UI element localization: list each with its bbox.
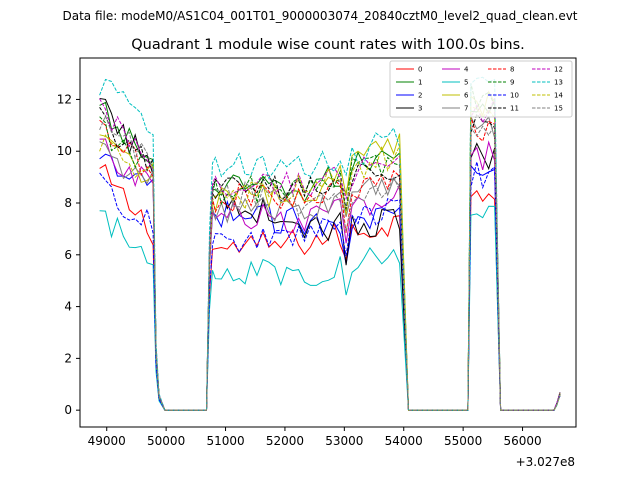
series-line-12 [99, 98, 561, 411]
series-line-14 [99, 106, 561, 411]
x-tick-label: 53000 [325, 434, 363, 448]
suptitle: Data file: modeM0/AS1C04_001T01_90000030… [62, 9, 577, 23]
y-tick-label: 2 [64, 351, 72, 365]
legend-label-11: 11 [510, 105, 519, 113]
plot-lines [99, 76, 561, 411]
legend-box [389, 60, 573, 118]
legend-label-2: 2 [418, 92, 422, 100]
legend-label-7: 7 [464, 105, 468, 113]
y-tick-label: 4 [64, 300, 72, 314]
y-tick-label: 10 [57, 144, 72, 158]
legend-label-9: 9 [510, 79, 514, 87]
series-line-6 [99, 90, 561, 411]
x-tick-label: 55000 [444, 434, 482, 448]
series-line-0 [99, 164, 561, 411]
legend-label-13: 13 [554, 79, 563, 87]
x-tick-label: 56000 [503, 434, 541, 448]
x-tick-label: 51000 [206, 434, 244, 448]
series-line-15 [99, 114, 561, 411]
legend-label-5: 5 [464, 79, 468, 87]
x-tick-label: 52000 [266, 434, 304, 448]
legend-label-3: 3 [418, 105, 422, 113]
legend-label-10: 10 [510, 92, 519, 100]
legend-label-15: 15 [554, 105, 563, 113]
legend-label-14: 14 [554, 92, 563, 100]
legend-label-4: 4 [464, 66, 469, 74]
series-line-13 [99, 76, 561, 411]
series-line-9 [99, 83, 561, 411]
legend-label-8: 8 [510, 66, 514, 74]
chart-title: Quadrant 1 module wise count rates with … [131, 37, 525, 53]
legend-label-1: 1 [418, 79, 422, 87]
legend-label-12: 12 [554, 66, 563, 74]
legend-label-0: 0 [418, 66, 422, 74]
y-axis-ticks: 0 2 4 6 8 10 12 [57, 92, 80, 417]
x-tick-label: 54000 [385, 434, 423, 448]
series-line-2 [99, 153, 561, 411]
y-tick-label: 8 [64, 196, 72, 210]
x-tick-label: 50000 [147, 434, 185, 448]
y-tick-label: 6 [64, 248, 72, 262]
axes-frame [79, 57, 577, 428]
x-axis-offset-label: +3.027e8 [516, 455, 575, 469]
x-axis-ticks: 49000 50000 51000 52000 53000 54000 55000 56000 [88, 427, 542, 448]
series-line-3 [99, 98, 561, 411]
series-line-4 [99, 138, 561, 411]
series-line-11 [99, 107, 561, 411]
legend-label-6: 6 [464, 92, 469, 100]
y-tick-label: 12 [57, 92, 72, 106]
series-line-1 [99, 100, 561, 411]
x-tick-label: 49000 [88, 434, 126, 448]
y-tick-label: 0 [64, 403, 72, 417]
